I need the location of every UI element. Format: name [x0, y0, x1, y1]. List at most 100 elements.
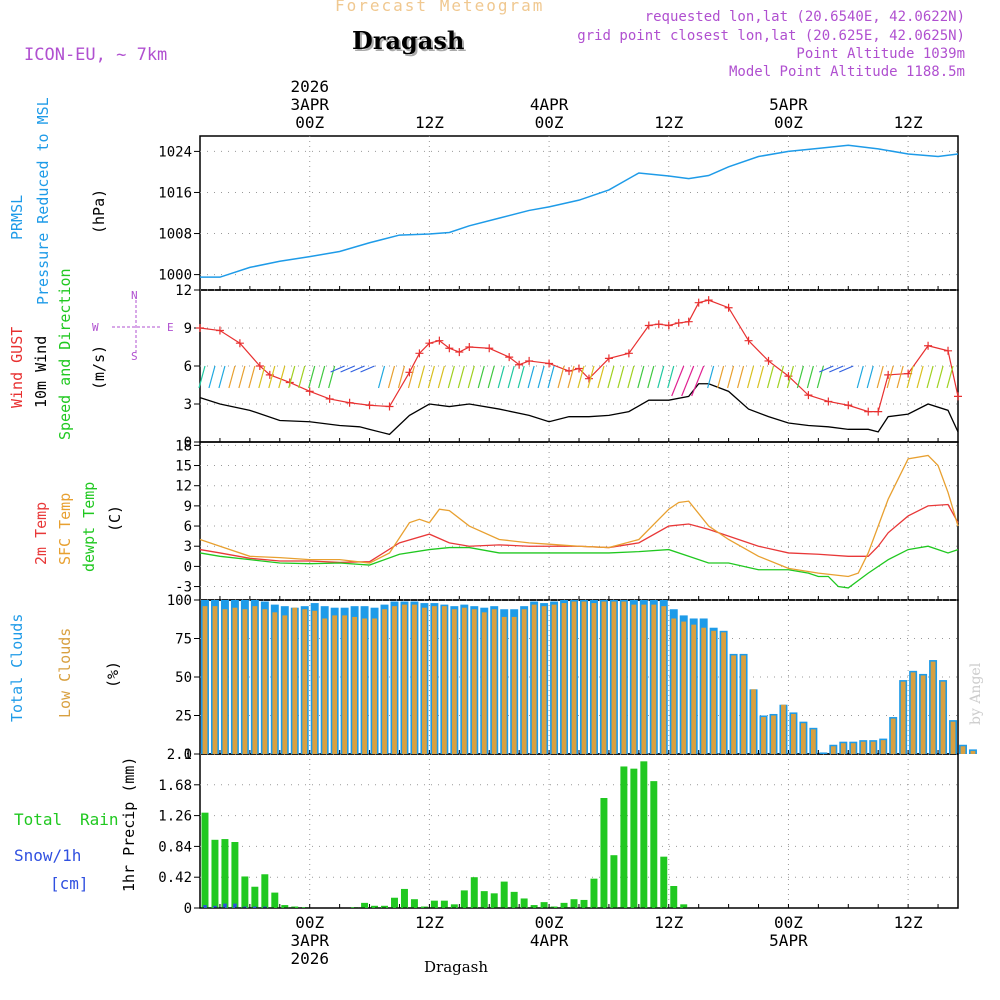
compass-n: N	[131, 289, 138, 302]
low-cloud-bar	[900, 681, 906, 754]
gust-marker	[325, 394, 334, 403]
wind-arrow	[218, 365, 226, 389]
low-cloud-bar	[611, 601, 617, 754]
time-label-bottom: 00Z	[535, 913, 564, 932]
low-cloud-bar	[870, 741, 876, 754]
low-cloud-bar	[840, 743, 846, 754]
snow-bar	[213, 905, 217, 908]
gust-marker	[305, 387, 314, 396]
rain-bar	[490, 893, 498, 908]
y-tick-label: 12	[175, 283, 192, 299]
gust-marker	[954, 392, 962, 401]
low-cloud-bar	[242, 609, 248, 754]
y-tick-label: 100	[167, 593, 192, 609]
rain-bar	[241, 876, 249, 908]
wind-arrow	[936, 365, 944, 389]
gust-marker	[694, 298, 703, 307]
wind-arrow	[617, 365, 625, 389]
wind-arrow	[776, 365, 785, 389]
gust-marker	[215, 326, 224, 335]
low-cloud-bar	[212, 606, 218, 754]
gust-marker	[804, 391, 813, 400]
compass-s: S	[131, 350, 138, 363]
low-cloud-bar	[352, 616, 357, 754]
wind-arrow	[258, 365, 266, 389]
low-cloud-bar	[960, 746, 966, 754]
low-cloud-bar	[431, 606, 437, 754]
wind-arrow	[507, 365, 515, 389]
gust-marker	[864, 407, 873, 416]
snow-bar	[263, 906, 267, 908]
low-cloud-bar	[272, 612, 278, 754]
rain-bar	[610, 855, 618, 908]
forecast-meteogram-title: Forecast Meteogram	[335, 0, 545, 15]
wind-arrow	[537, 365, 545, 389]
gust-marker	[824, 397, 833, 406]
low-cloud-bar	[801, 723, 806, 754]
rain-bar	[271, 892, 279, 908]
rain-bar	[261, 874, 269, 908]
wind-arrow	[637, 365, 645, 389]
y-tick-label: 3	[184, 397, 192, 413]
rain-bar	[680, 904, 688, 908]
low-cloud-bar	[701, 627, 707, 754]
wind-arrow	[407, 365, 416, 389]
rain-bar	[640, 761, 648, 908]
wind-arrow	[278, 365, 286, 389]
low-cloud-bar	[641, 604, 647, 754]
y-tick-label: 3	[184, 539, 192, 555]
wind-arrow	[330, 365, 345, 373]
time-label-bottom: 4APR	[530, 931, 569, 950]
y-tick-label: 0	[184, 435, 192, 451]
wind-arrow	[350, 365, 365, 373]
wind-arrow	[607, 365, 615, 389]
rain-bar	[570, 899, 578, 908]
snow-bar	[223, 903, 227, 908]
gust-marker	[505, 353, 514, 362]
time-label-top: 00Z	[535, 113, 564, 132]
t2m-line	[199, 503, 959, 563]
snow-bar	[243, 906, 247, 908]
gust-marker	[345, 398, 354, 407]
gust-marker	[425, 339, 434, 348]
low-cloud-bar	[761, 717, 766, 754]
low-cloud-bar	[631, 604, 637, 754]
wind-arrow	[839, 365, 854, 373]
wind-arrow	[360, 365, 375, 373]
rain-bar	[670, 886, 678, 908]
gust-marker	[255, 362, 264, 370]
low-cloud-bar	[262, 609, 268, 754]
wind-arrow	[288, 365, 296, 389]
wind-arrow	[417, 365, 425, 389]
wind-arrow	[298, 365, 306, 389]
gust-marker	[944, 346, 953, 355]
rain-bar	[530, 905, 538, 908]
low-cloud-bar	[332, 615, 338, 754]
time-label-top: 12Z	[654, 113, 683, 132]
location-title: Dragash	[352, 26, 465, 55]
gust-marker	[684, 317, 693, 326]
y-tick-label: 2.1	[167, 747, 192, 763]
y-tick-label: 0.84	[158, 839, 192, 855]
time-label-top: 3APR	[290, 95, 329, 114]
low-cloud-bar	[581, 601, 587, 754]
y-tick-label: 0	[184, 559, 192, 575]
time-label-bottom: 00Z	[295, 913, 324, 932]
low-cloud-bar	[471, 609, 477, 754]
low-cloud-bar	[661, 606, 667, 754]
low-cloud-bar	[282, 615, 288, 754]
wind-arrow	[308, 365, 316, 389]
low-cloud-bar	[591, 603, 597, 754]
wind-arrow	[681, 365, 695, 397]
gust-marker	[465, 343, 474, 351]
rain-bar	[520, 898, 528, 908]
wind-arrow	[876, 365, 884, 389]
wind-arrow	[447, 365, 455, 389]
y-tick-label: 15	[175, 459, 192, 475]
wind-arrow	[517, 365, 525, 389]
low-cloud-bar	[402, 604, 407, 754]
wind-arrow	[328, 365, 336, 389]
dewpt-line	[199, 545, 959, 589]
wind-arrow	[437, 365, 445, 389]
